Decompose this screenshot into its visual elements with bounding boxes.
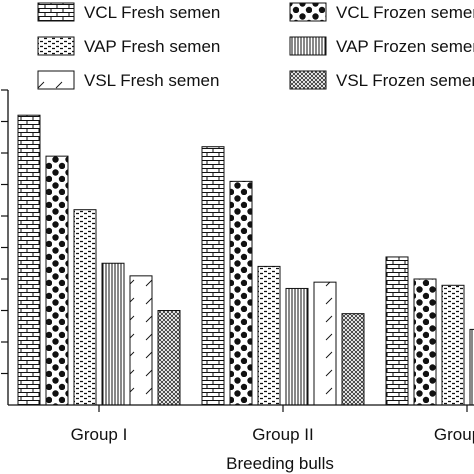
bar-3-4: [469, 328, 474, 406]
legend-swatch: [37, 2, 75, 22]
legend-label: VSL Fresh semen: [84, 71, 219, 90]
x-axis: Group I Group II Group III: [8, 404, 474, 444]
bar-2-3: [257, 265, 281, 406]
legend-label: VAP Frozen semen: [336, 37, 474, 56]
legend-swatch: [289, 70, 327, 90]
x-axis-label: Breeding bulls: [226, 454, 334, 473]
bar-1-2: [45, 155, 69, 406]
legend-swatch: [37, 70, 75, 90]
x-tick-label: Group II: [252, 425, 313, 444]
legend-label: VAP Fresh semen: [84, 37, 220, 56]
bar-1-3: [73, 209, 97, 406]
bars: [17, 114, 474, 406]
bar-1-5: [129, 275, 153, 406]
bar-1-6: [157, 310, 181, 406]
bar-2-1: [201, 146, 225, 406]
bar-3-3: [441, 284, 465, 406]
legend-swatch: [37, 36, 75, 56]
legend-label: VCL Frozen semen: [336, 3, 474, 22]
legend-swatch: [289, 2, 327, 22]
x-tick-label: Group III: [434, 425, 474, 444]
legend-label: VCL Fresh semen: [84, 3, 220, 22]
bar-2-2: [229, 180, 253, 406]
legend-swatch: [289, 36, 327, 56]
bar-3-2: [413, 278, 437, 406]
bar-1-1: [17, 114, 41, 406]
legend-label: VSL Frozen semen: [336, 71, 474, 90]
bar-3-1: [385, 256, 409, 406]
y-axis: [1, 89, 9, 405]
bar-2-4: [285, 287, 309, 406]
bar-2-5: [313, 281, 337, 406]
bar-1-4: [101, 262, 125, 406]
x-tick-label: Group I: [71, 425, 128, 444]
legend: VCL Fresh semen VCL Frozen semen VAP Fresh…: [37, 2, 474, 90]
bar-2-6: [341, 313, 365, 406]
